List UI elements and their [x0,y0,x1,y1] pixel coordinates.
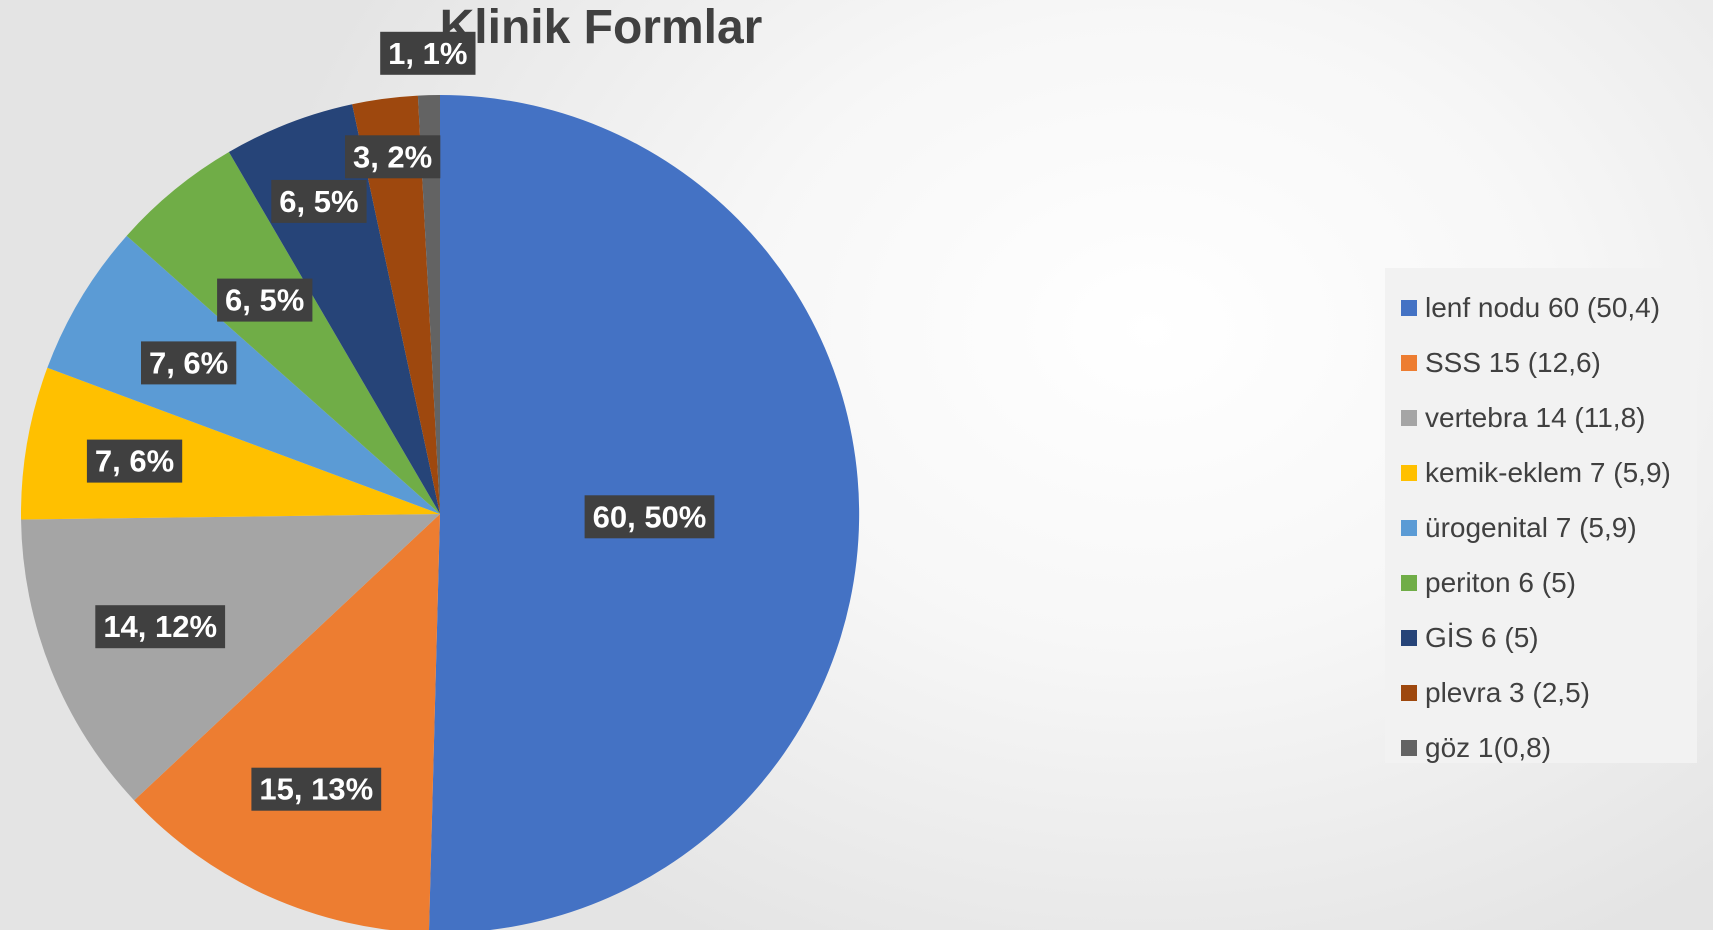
data-label-text: 15, 13% [259,772,373,807]
data-label-text: 7, 6% [149,345,228,380]
legend-item: kemik-eklem 7 (5,9) [1401,445,1697,500]
legend-item: göz 1(0,8) [1401,720,1697,775]
data-label-bg [345,135,441,179]
data-label-5: 7, 6% [141,341,237,385]
pie-slice-3 [21,514,440,801]
legend-item: plevra 3 (2,5) [1401,665,1697,720]
data-label-text: 3, 2% [353,139,432,174]
data-label-bg [271,179,367,223]
legend-item: vertebra 14 (11,8) [1401,390,1697,445]
data-label-text: 60, 50% [593,499,707,534]
data-label-text: 6, 5% [279,184,358,219]
data-label-9: 1, 1% [380,31,476,75]
pie-slice-6 [126,152,440,514]
pie-slice-2 [134,514,440,930]
legend-swatch [1401,354,1417,371]
legend-item: ürogenital 7 (5,9) [1401,500,1697,555]
legend-swatch [1401,629,1417,646]
legend-label: SSS 15 (12,6) [1425,346,1601,378]
data-label-bg [251,767,382,811]
legend-swatch [1401,409,1417,426]
data-label-text: 14, 12% [103,609,217,644]
pie-slices [21,94,860,930]
chart-title: Klinik Formlar [439,1,763,54]
pie-slice-9 [417,94,440,514]
legend-label: periton 6 (5) [1425,566,1576,598]
data-label-bg [584,495,715,539]
legend-swatch [1401,684,1417,701]
legend-item: GİS 6 (5) [1401,610,1697,665]
data-label-text: 7, 6% [95,444,174,479]
data-label-text: 6, 5% [225,283,304,318]
data-label-8: 3, 2% [345,135,441,179]
data-label-bg [86,439,183,483]
data-label-3: 14, 12% [95,605,226,649]
legend-item: SSS 15 (12,6) [1401,335,1697,390]
legend-swatch [1401,739,1417,756]
legend-label: plevra 3 (2,5) [1425,676,1590,708]
legend-label: kemik-eklem 7 (5,9) [1425,456,1671,488]
pie-data-labels: 60, 50% 15, 13% 14, 12% 7, 6% 7, 6% 6, 5% 6, 5… [86,31,715,811]
legend-swatch [1401,574,1417,591]
data-label-7: 6, 5% [271,179,367,223]
legend-swatch [1401,299,1417,316]
data-label-text: 1, 1% [388,36,467,71]
legend: lenf nodu 60 (50,4) SSS 15 (12,6) vertebra… [1385,268,1697,763]
data-label-bg [95,605,226,649]
legend-label: GİS 6 (5) [1425,621,1539,653]
data-label-bg [380,31,476,75]
data-label-bg [217,278,313,322]
data-label-1: 60, 50% [584,495,715,539]
data-label-4: 7, 6% [86,439,183,483]
legend-label: ürogenital 7 (5,9) [1425,511,1637,543]
pie-slice-5 [47,235,440,514]
pie-slice-8 [352,95,440,514]
legend-label: göz 1(0,8) [1425,731,1552,763]
legend-item: periton 6 (5) [1401,555,1697,610]
data-label-6: 6, 5% [217,278,313,322]
data-label-2: 15, 13% [251,767,382,811]
legend-item: lenf nodu 60 (50,4) [1401,280,1697,335]
legend-label: vertebra 14 (11,8) [1425,401,1646,433]
legend-swatch [1401,519,1417,536]
legend-label: lenf nodu 60 (50,4) [1425,291,1661,323]
data-label-bg [141,341,237,385]
legend-swatch [1401,464,1417,481]
